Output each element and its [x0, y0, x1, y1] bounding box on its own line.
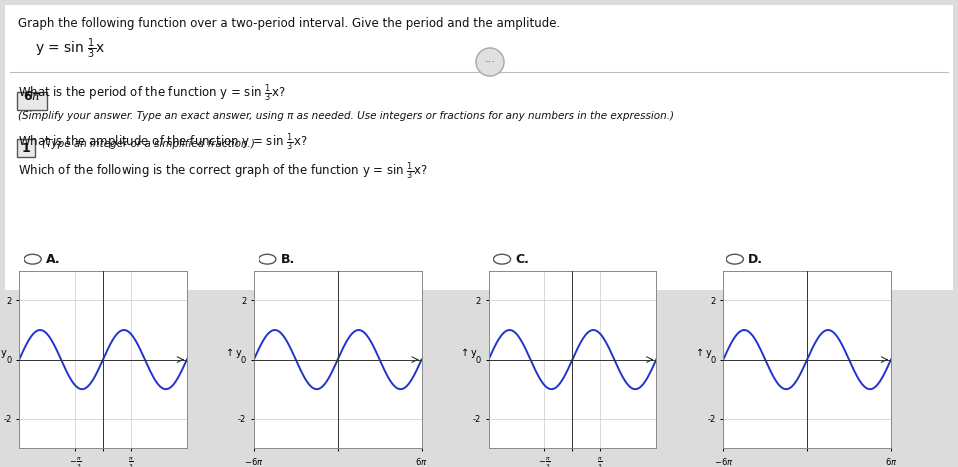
Text: B.: B. — [281, 253, 295, 266]
Text: (Simplify your answer. Type an exact answer, using π as needed. Use integers or : (Simplify your answer. Type an exact ans… — [18, 111, 674, 121]
Text: 6$\pi$: 6$\pi$ — [23, 91, 41, 104]
Text: ···: ··· — [485, 57, 495, 67]
FancyBboxPatch shape — [17, 92, 47, 110]
Y-axis label: $\uparrow$y: $\uparrow$y — [0, 346, 9, 360]
Text: D.: D. — [748, 253, 763, 266]
Y-axis label: $\uparrow$y: $\uparrow$y — [694, 346, 713, 360]
FancyBboxPatch shape — [17, 139, 35, 157]
Text: C.: C. — [515, 253, 529, 266]
Text: (Type an integer or a simplified fraction.): (Type an integer or a simplified fractio… — [42, 139, 255, 149]
Text: What is the amplitude of the function y = sin $\frac{1}{3}$x?: What is the amplitude of the function y … — [18, 131, 308, 153]
Text: Graph the following function over a two-period interval. Give the period and the: Graph the following function over a two-… — [18, 17, 560, 30]
Text: What is the period of the function y = sin $\frac{1}{3}$x?: What is the period of the function y = s… — [18, 82, 285, 104]
Circle shape — [476, 48, 504, 76]
Text: Which of the following is the correct graph of the function y = sin $\frac{1}{3}: Which of the following is the correct gr… — [18, 160, 428, 182]
Text: 1: 1 — [22, 142, 31, 155]
Y-axis label: $\uparrow$y: $\uparrow$y — [224, 346, 243, 360]
Y-axis label: $\uparrow$y: $\uparrow$y — [459, 346, 478, 360]
Text: y = sin $\frac{1}{3}$x: y = sin $\frac{1}{3}$x — [35, 37, 105, 61]
Text: A.: A. — [46, 253, 60, 266]
